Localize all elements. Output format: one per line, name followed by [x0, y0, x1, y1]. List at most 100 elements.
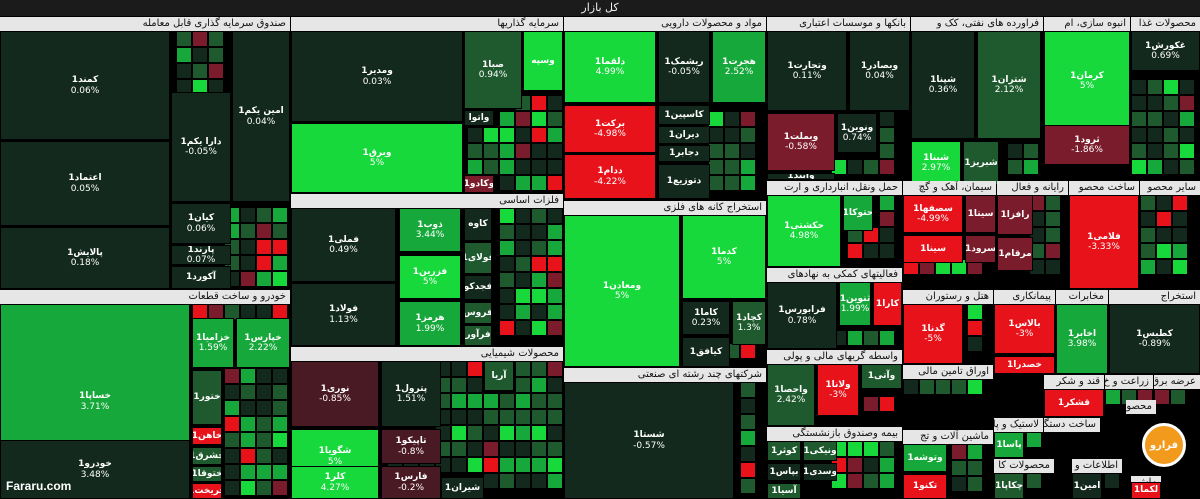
- stock-tile: امین1: [1072, 473, 1102, 499]
- small-stock-tile: [499, 393, 515, 409]
- stock-tile: سصفها1 -4.99%: [903, 195, 963, 233]
- small-stock-tile: [515, 393, 531, 409]
- small-stock-tile: [1156, 195, 1172, 211]
- stock-name: حکشتی1: [784, 220, 824, 231]
- sector: فراورده های نفتی، کک و شپنا1 0.36% شتران1 2.…: [911, 17, 1043, 185]
- stock-change: 5%: [1079, 81, 1095, 91]
- sector: صندوق سرمایه گذاری قابل معامله کمند1 0.06%…: [0, 17, 290, 289]
- small-stock-tile: [467, 377, 483, 393]
- small-stock-tile: [724, 159, 740, 175]
- stock-change: 2.52%: [724, 67, 754, 77]
- small-stock-tile: [1147, 95, 1163, 111]
- small-stock-tile: [240, 464, 256, 480]
- stock-name: سینا1: [920, 243, 946, 254]
- stock-name: خودرو1: [78, 459, 112, 470]
- small-stock-tile: [483, 159, 499, 175]
- small-stock-tile: [256, 271, 272, 287]
- stock-change: 5%: [614, 291, 630, 301]
- stock-name: شیران1: [444, 482, 481, 493]
- small-stock-tile: [724, 143, 740, 159]
- stock-change: 0.23%: [691, 318, 721, 328]
- small-stock-tile: [1140, 243, 1156, 259]
- stock-name: خریخت1: [193, 485, 221, 496]
- small-stock-tile: [863, 457, 879, 473]
- stock-name: کاوه: [468, 219, 488, 230]
- small-stock-tile: [208, 47, 224, 63]
- small-stock-tile: [879, 473, 895, 489]
- stock-name: ولانا1: [825, 379, 851, 390]
- small-stock-tile: [272, 384, 288, 400]
- small-stock-tile: [1140, 259, 1156, 275]
- small-stock-tile: [531, 425, 547, 441]
- stock-name: برکت1: [594, 118, 625, 129]
- small-stock-tile: [515, 272, 531, 288]
- stock-change: 3.98%: [1067, 339, 1097, 349]
- stock-change: -4.22%: [594, 176, 626, 187]
- stock-change: 2.42%: [776, 395, 806, 405]
- stock-tile: فلامی1 -3.33%: [1069, 195, 1139, 289]
- stock-tile: کاوه: [464, 208, 492, 241]
- stock-name: غکورش1: [1145, 40, 1186, 51]
- small-stock-tile: [224, 464, 240, 480]
- small-stock-tile: [483, 393, 499, 409]
- small-stock-tile: [240, 223, 256, 239]
- small-stock-tile: [1172, 243, 1188, 259]
- small-stock-tile: [224, 448, 240, 464]
- stock-change: 0.74%: [842, 133, 872, 143]
- sector-title: مخابرات: [1056, 290, 1108, 304]
- stock-change: 1.3%: [737, 323, 761, 333]
- small-stock-tile: [499, 175, 515, 191]
- small-stock-tile: [547, 224, 563, 240]
- stock-name: ذوب1: [417, 219, 443, 230]
- stock-tile: فروس: [464, 302, 492, 324]
- stock-name: آسیا1: [771, 485, 797, 496]
- stock-tile: شیران1: [441, 477, 484, 499]
- stock-tile: آسیا1: [767, 483, 801, 499]
- stock-change: 0.04%: [246, 116, 276, 127]
- stock-tile: فملی1 0.49%: [291, 208, 396, 282]
- stock-change: -0.85%: [319, 394, 351, 404]
- stock-tile: شستا1 -0.57%: [564, 382, 734, 499]
- small-stock-tile: [967, 336, 983, 352]
- small-stock-tile: [499, 224, 515, 240]
- small-stock-tile: [499, 304, 515, 320]
- small-stock-tile: [1105, 389, 1121, 405]
- small-stock-tile: [863, 330, 879, 346]
- treemap-title: کل بازار: [0, 0, 1200, 16]
- small-stock-tile: [708, 111, 724, 127]
- sector: مخابرات اخابر1 3.98%: [1056, 290, 1108, 374]
- small-stock-tile: [515, 111, 531, 127]
- stock-change: 3.71%: [80, 401, 110, 412]
- small-stock-tile: [1026, 432, 1042, 448]
- stock-name: وبرق1: [362, 147, 392, 158]
- small-stock-tile: [515, 304, 531, 320]
- small-stock-tile: [951, 379, 967, 395]
- stock-name: پارند1: [187, 245, 215, 255]
- sector: انبوه سازی، ام کرمان1 5% ثرود1 -1.86%: [1044, 17, 1130, 167]
- small-stock-tile: [1163, 159, 1179, 175]
- small-stock-tile: [1007, 143, 1023, 159]
- sector-title: محصولات غذا: [1131, 17, 1200, 31]
- sector-title: صندوق سرمایه گذاری قابل معامله: [0, 17, 290, 31]
- sector-title: انبوه سازی، ام: [1044, 17, 1130, 31]
- small-stock-tile: [1045, 243, 1061, 259]
- stock-tile: تاپیکو1 -0.8%: [381, 429, 441, 464]
- small-stock-tile: [499, 127, 515, 143]
- small-stock-tile: [1179, 127, 1195, 143]
- small-stock-tile: [467, 361, 483, 377]
- small-stock-tile: [1163, 143, 1179, 159]
- small-stock-tile: [467, 441, 483, 457]
- small-stock-tile: [1156, 227, 1172, 243]
- small-stock-tile: [531, 320, 547, 336]
- small-stock-tile: [208, 31, 224, 47]
- small-stock-tile: [547, 111, 563, 127]
- small-stock-tile: [1179, 111, 1195, 127]
- small-stock-tile: [499, 425, 515, 441]
- small-stock-tile: [531, 111, 547, 127]
- stock-change: 0.05%: [70, 183, 100, 194]
- sector: محصو: [1126, 400, 1156, 416]
- stock-tile: وآتی1: [861, 364, 902, 389]
- small-stock-tile: [515, 127, 531, 143]
- small-stock-tile: [547, 473, 563, 489]
- small-stock-tile: [740, 430, 756, 446]
